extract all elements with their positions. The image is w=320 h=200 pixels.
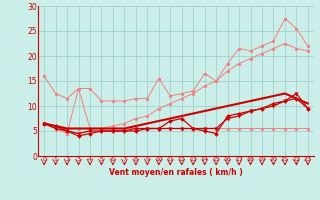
X-axis label: Vent moyen/en rafales ( km/h ): Vent moyen/en rafales ( km/h ) [109,168,243,177]
